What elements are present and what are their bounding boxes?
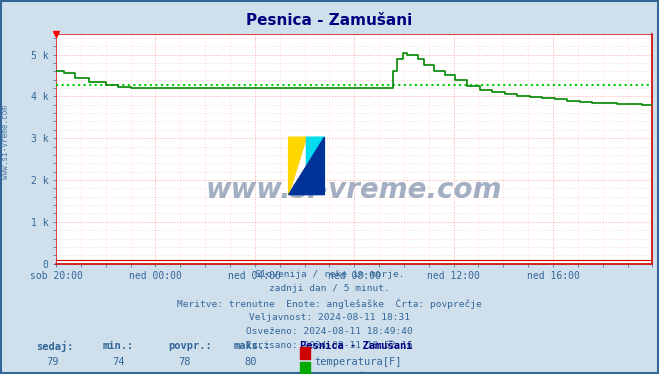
Text: maks.:: maks.: — [234, 341, 272, 351]
Text: Izrisano: 2024-08-11 18:52:16: Izrisano: 2024-08-11 18:52:16 — [246, 341, 413, 350]
Text: 78: 78 — [179, 357, 190, 367]
Polygon shape — [289, 137, 306, 194]
Text: 3801: 3801 — [106, 372, 131, 374]
Polygon shape — [289, 137, 324, 194]
Text: temperatura[F]: temperatura[F] — [314, 357, 402, 367]
Polygon shape — [306, 137, 324, 194]
Text: 3801: 3801 — [40, 372, 65, 374]
Text: 79: 79 — [47, 357, 59, 367]
Text: sedaj:: sedaj: — [36, 341, 74, 352]
Text: www.si-vreme.com: www.si-vreme.com — [1, 105, 10, 179]
Text: Veljavnost: 2024-08-11 18:31: Veljavnost: 2024-08-11 18:31 — [249, 313, 410, 322]
Text: www.si-vreme.com: www.si-vreme.com — [206, 176, 502, 204]
Text: 74: 74 — [113, 357, 125, 367]
Text: Pesnica - Zamušani: Pesnica - Zamušani — [300, 341, 413, 351]
Text: 4269: 4269 — [172, 372, 197, 374]
Text: zadnji dan / 5 minut.: zadnji dan / 5 minut. — [269, 284, 390, 293]
Text: Slovenija / reke in morje.: Slovenija / reke in morje. — [255, 270, 404, 279]
Text: min.:: min.: — [102, 341, 133, 351]
Text: 5043: 5043 — [238, 372, 263, 374]
Text: Pesnica - Zamušani: Pesnica - Zamušani — [246, 13, 413, 28]
Text: povpr.:: povpr.: — [168, 341, 212, 351]
Text: Meritve: trenutne  Enote: anglešaške  Črta: povprečje: Meritve: trenutne Enote: anglešaške Črta… — [177, 298, 482, 309]
Text: 80: 80 — [244, 357, 256, 367]
Text: Osveženo: 2024-08-11 18:49:40: Osveženo: 2024-08-11 18:49:40 — [246, 327, 413, 336]
Text: pretok[čevelj3/min]: pretok[čevelj3/min] — [314, 372, 433, 374]
